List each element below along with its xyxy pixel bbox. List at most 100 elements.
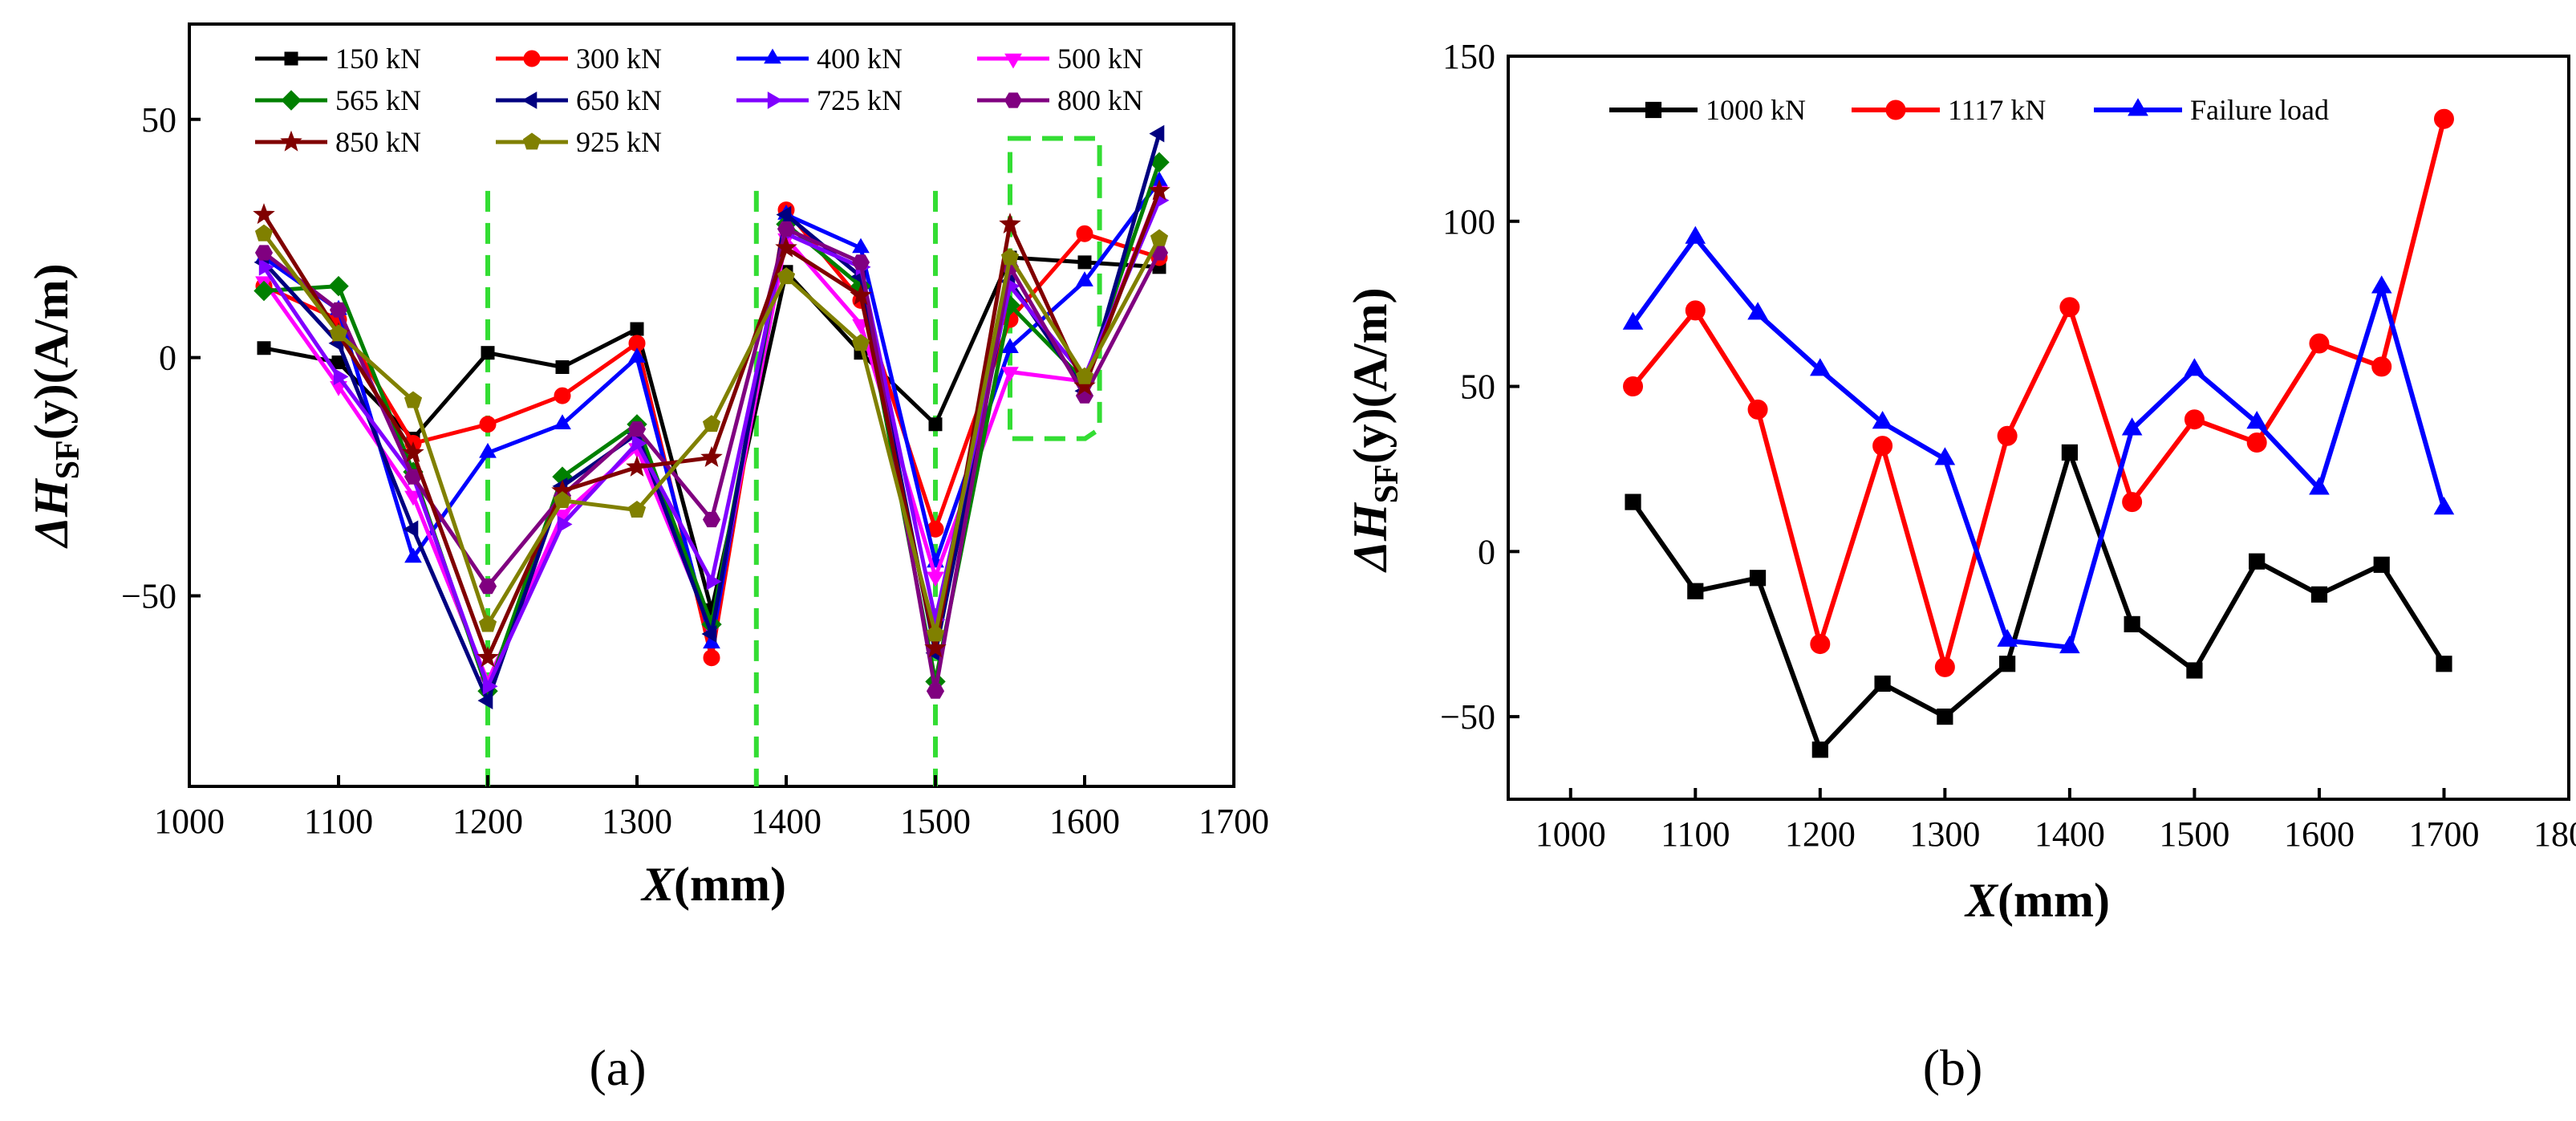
y-ticks-b: 150 100 50 0 −50 [1440, 37, 1519, 737]
data-point-failure-load [2059, 635, 2080, 654]
data-point-850-kn [477, 646, 499, 668]
y-axis-label-b-suffix: (y)(A/m) [1344, 287, 1397, 464]
data-point-565-kn [328, 275, 349, 297]
data-point-1000-kn [2436, 656, 2452, 672]
legend-item-failure-load: Failure load [2094, 94, 2329, 126]
legend-swatch-marker [523, 50, 541, 67]
x-tick-label: 1200 [452, 802, 523, 841]
legend-swatch-marker [764, 48, 781, 64]
x-ticks-b: 1000 1100 1200 1300 1400 1500 1600 1700 1800 [1535, 788, 2576, 854]
y-ticks-a: 50 0 −50 [121, 100, 201, 616]
data-point-150-kn [1077, 255, 1092, 270]
legend-label: 800 kN [1057, 84, 1143, 116]
data-point-650-kn [1149, 124, 1165, 143]
data-point-300-kn [1076, 225, 1093, 242]
series-1000-kn [1625, 444, 2452, 758]
data-point-400-kn [404, 547, 422, 563]
data-point-850-kn [402, 441, 424, 463]
data-point-1117-kn [1872, 436, 1893, 457]
legend-item-500-kn: 500 kN [977, 43, 1143, 75]
legend-label: 925 kN [576, 126, 662, 158]
x-tick-label: 1500 [900, 802, 971, 841]
legend-item-565-kn: 565 kN [255, 84, 421, 116]
legend-a: 150 kN 300 kN 400 kN 500 kN 565 kN 650 kN 725 … [255, 43, 1143, 158]
data-point-800-kn [627, 421, 647, 437]
legend-swatch-marker [767, 91, 783, 109]
data-point-725-kn [258, 258, 274, 276]
x-tick-label: 1200 [1785, 814, 1856, 854]
data-point-925-kn [627, 500, 647, 518]
y-tick-label: 0 [159, 339, 176, 378]
dashed-highlight-box [1008, 136, 1102, 441]
y-tick-label: 0 [1478, 532, 1495, 571]
y-tick-label: 50 [1460, 368, 1495, 407]
data-point-1000-kn [2186, 662, 2203, 679]
legend-item-650-kn: 650 kN [496, 84, 662, 116]
x-tick-label: 1600 [2284, 814, 2355, 854]
data-point-500-kn [404, 490, 422, 506]
data-point-failure-load [1934, 447, 1956, 465]
data-point-1117-kn [2122, 492, 2143, 513]
data-point-150-kn [555, 360, 570, 374]
data-point-1000-kn [1625, 493, 1641, 510]
series-layer-a [253, 124, 1170, 709]
legend-swatch-marker [280, 130, 302, 152]
data-point-1117-kn [2246, 433, 2267, 453]
legend-label: 1117 kN [1948, 94, 2046, 126]
data-point-925-kn [329, 324, 348, 342]
data-point-1000-kn [2249, 553, 2266, 570]
legend-item-850-kn: 850 kN [255, 126, 421, 158]
y-tick-label: −50 [1440, 697, 1495, 737]
x-tick-label: 1400 [751, 802, 821, 841]
data-point-failure-load [1622, 311, 1644, 330]
plot-frame-a [188, 22, 1235, 788]
data-point-850-kn [924, 636, 947, 658]
legend-label: 725 kN [817, 84, 903, 116]
x-tick-label: 1500 [2159, 814, 2229, 854]
legend-item-725-kn: 725 kN [736, 84, 903, 116]
data-point-1117-kn [1623, 376, 1644, 397]
data-point-1117-kn [1810, 634, 1831, 655]
x-tick-label: 1400 [2034, 814, 2105, 854]
data-point-850-kn [700, 445, 723, 467]
x-tick-label: 1300 [1909, 814, 1980, 854]
data-point-1117-kn [2059, 297, 2080, 318]
legend-item-150-kn: 150 kN [255, 43, 421, 75]
data-point-1000-kn [1937, 709, 1953, 725]
data-point-failure-load [2433, 496, 2455, 515]
plot-frame-b [1507, 55, 2570, 801]
data-point-725-kn [706, 572, 722, 591]
data-point-1117-kn [1934, 656, 1955, 677]
series-line-failure-load [1631, 235, 2447, 650]
data-point-failure-load [2184, 358, 2205, 376]
x-tick-label: 1000 [154, 802, 225, 841]
data-point-1000-kn [1811, 741, 1828, 758]
data-point-150-kn [630, 322, 644, 336]
legend-label: 400 kN [817, 43, 903, 75]
y-tick-label: −50 [121, 577, 176, 616]
x-tick-label: 1700 [1199, 802, 1269, 841]
y-axis-label-a: ΔHSF(y)(A/m) [25, 263, 87, 548]
legend-label: 1000 kN [1706, 94, 1806, 126]
legend-label: 850 kN [335, 126, 421, 158]
data-point-1117-kn [2371, 356, 2392, 377]
data-point-725-kn [333, 368, 349, 386]
data-point-300-kn [554, 387, 571, 404]
data-point-800-kn [777, 221, 796, 237]
y-axis-label-b: ΔHSF(y)(A/m) [1344, 287, 1406, 572]
data-point-1117-kn [2433, 108, 2454, 129]
series-1117-kn [1623, 108, 2454, 677]
data-point-925-kn [254, 224, 274, 242]
data-point-925-kn [702, 415, 721, 433]
legend-label: 500 kN [1057, 43, 1143, 75]
data-point-1000-kn [2373, 556, 2390, 573]
x-tick-label: 1300 [602, 802, 672, 841]
x-axis-label-b: X(mm) [1964, 874, 2110, 927]
legend-swatch-marker [1004, 53, 1022, 69]
legend-label: 565 kN [335, 84, 421, 116]
data-point-400-kn [554, 414, 571, 429]
data-point-failure-load [1810, 358, 1831, 376]
data-point-925-kn [777, 267, 796, 285]
data-point-500-kn [927, 571, 944, 587]
